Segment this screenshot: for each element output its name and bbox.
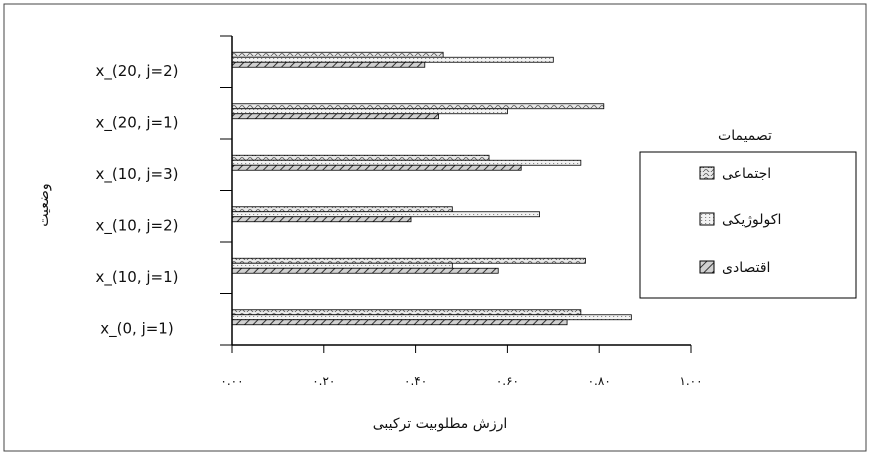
legend-title: تصمیمات: [718, 128, 772, 144]
x-tick-label: ۰.۰۰: [220, 374, 243, 388]
x-axis-title: ارزش مطلوبیت ترکیبی: [373, 416, 508, 432]
legend-swatch-wave: [699, 166, 715, 180]
bar-diagonal-2: [231, 216, 412, 223]
bar-diagonal-1: [231, 267, 499, 274]
bar-diagonal-3: [231, 164, 522, 171]
bar-wave-1: [231, 257, 586, 264]
x-tick-label: ۱.۰۰: [679, 374, 702, 388]
labels-layer: x_(0, j=1) x_(10, j=1) x_(10, j=2) x_(10, j…: [96, 62, 703, 388]
category-label: x_(10, j=1): [96, 268, 179, 287]
x-tick-label: ۰.۴۰: [404, 374, 427, 388]
legend-label: اقتصادی: [722, 260, 770, 276]
bar-dotted-3: [231, 159, 582, 166]
bar-diagonal-4: [231, 113, 439, 120]
legend-label: اجتماعی: [722, 166, 771, 182]
category-label: x_(10, j=2): [96, 216, 179, 235]
bar-dotted-1: [231, 262, 453, 269]
bar-dotted-0: [231, 314, 632, 321]
legend-swatch-diagonal: [699, 260, 715, 274]
bar-wave-4: [231, 103, 605, 110]
bar-dotted-4: [231, 108, 508, 115]
bar-diagonal-0: [231, 319, 568, 326]
category-label: x_(0, j=1): [100, 319, 173, 338]
legend-box: [639, 151, 857, 299]
legend-items: اجتماعی اکولوژیکی اقتصادی: [699, 166, 781, 276]
x-tick-label: ۰.۲۰: [312, 374, 335, 388]
x-tick-label: ۰.۸۰: [588, 374, 611, 388]
bar-wave-3: [231, 154, 490, 161]
y-axis-title: وضعیت: [36, 183, 52, 226]
legend: تصمیمات اجتماعی اکولوژیکی اقتصادی: [639, 128, 857, 299]
category-label: x_(10, j=3): [96, 165, 179, 184]
bar-diagonal-5: [231, 61, 426, 68]
bar-wave-2: [231, 206, 453, 213]
bars-layer: [231, 51, 632, 326]
bar-dotted-2: [231, 211, 540, 218]
bar-dotted-5: [231, 56, 554, 63]
axis-layer: [220, 35, 692, 353]
category-label: x_(20, j=2): [96, 62, 179, 81]
x-tick-label: ۰.۶۰: [496, 374, 519, 388]
legend-label: اکولوژیکی: [722, 212, 781, 228]
bar-wave-5: [231, 51, 444, 58]
category-label: x_(20, j=1): [96, 113, 179, 132]
legend-swatch-dotted: [699, 212, 715, 226]
bar-wave-0: [231, 309, 582, 316]
